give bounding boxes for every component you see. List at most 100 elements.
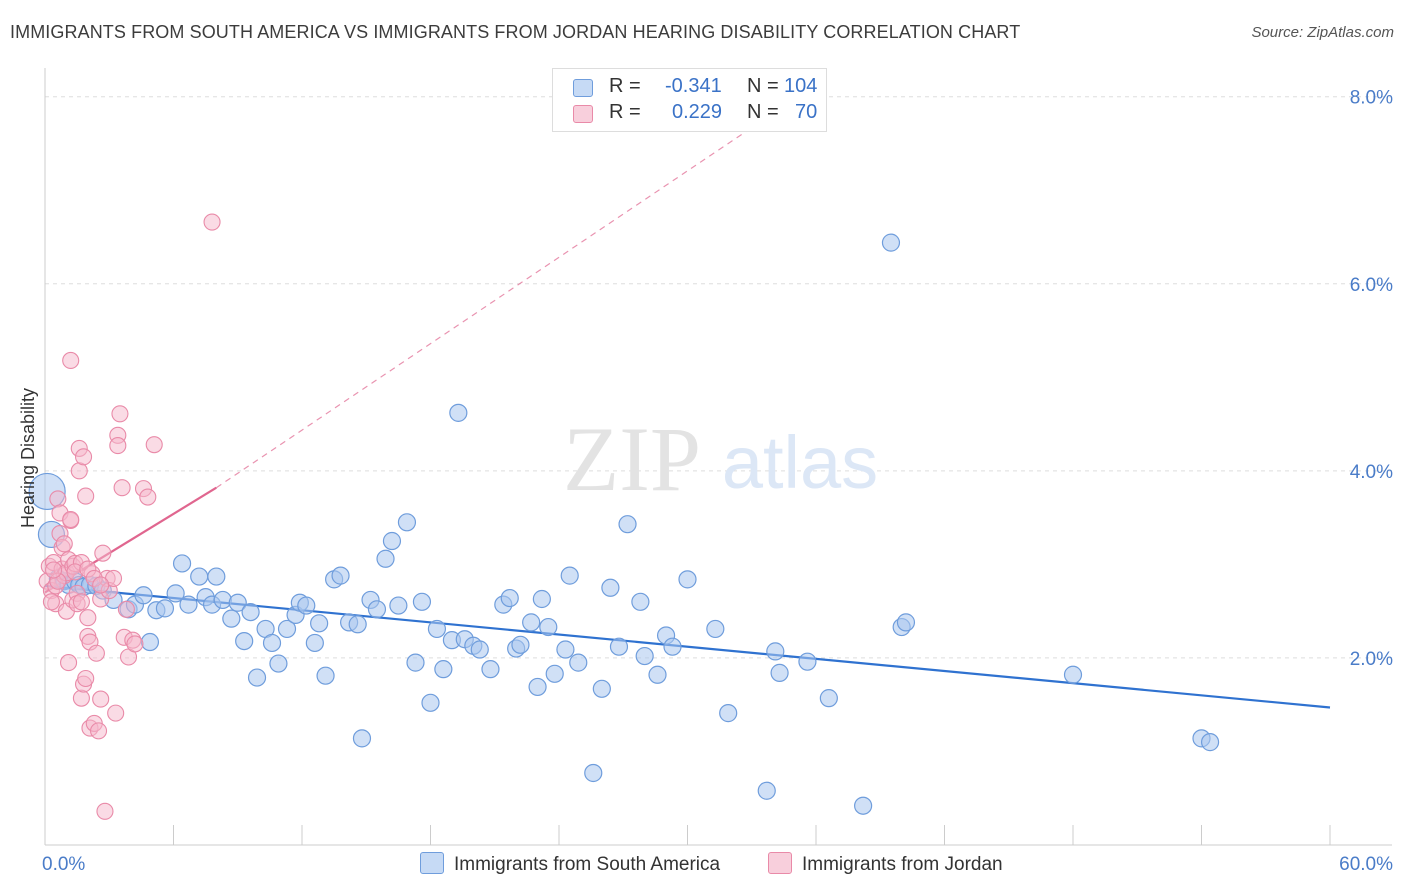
point-south-america — [470, 640, 489, 659]
point-jordan — [139, 488, 157, 506]
point-south-america — [766, 642, 785, 661]
point-south-america — [190, 567, 209, 586]
point-south-america — [449, 403, 468, 422]
point-jordan — [117, 600, 135, 618]
legend-r-value: -0.341 — [665, 75, 722, 97]
point-south-america — [421, 693, 440, 712]
point-south-america — [757, 781, 776, 800]
point-south-america — [389, 596, 408, 615]
point-jordan — [55, 535, 73, 553]
point-south-america — [631, 592, 650, 611]
series-south-america — [28, 233, 1220, 815]
legend-r-label: R = — [609, 101, 641, 123]
point-jordan — [62, 351, 80, 370]
point-south-america — [228, 593, 247, 612]
y-tick-label: 4.0% — [1350, 462, 1393, 483]
legend-swatch-south-america — [573, 79, 593, 97]
point-south-america — [134, 586, 153, 605]
point-south-america — [569, 653, 588, 672]
point-south-america — [179, 595, 198, 614]
legend-r-label: R = — [609, 75, 641, 97]
point-jordan — [72, 593, 90, 611]
point-south-america — [618, 515, 637, 534]
point-jordan — [62, 510, 80, 529]
point-south-america — [207, 567, 226, 586]
series-jordan — [38, 213, 221, 820]
point-south-america — [719, 704, 738, 723]
point-south-america — [316, 666, 335, 685]
point-south-america — [798, 652, 817, 671]
point-jordan — [107, 704, 125, 722]
point-south-america — [241, 602, 260, 622]
point-south-america — [172, 554, 192, 573]
point-south-america — [297, 596, 316, 615]
tick-labels: 2.0% 4.0% 6.0% 8.0% 0.0% 60.0% — [42, 88, 1393, 875]
point-jordan — [42, 593, 60, 611]
point-south-america — [310, 614, 329, 633]
point-south-america — [1063, 665, 1083, 684]
point-south-america — [896, 613, 916, 632]
watermark: ZIP atlas — [563, 408, 878, 510]
y-tick-label: 6.0% — [1350, 275, 1393, 296]
trend-line-jordan-dashed — [215, 105, 785, 489]
point-south-america — [222, 609, 241, 628]
point-south-america — [269, 654, 288, 673]
point-jordan — [89, 722, 108, 740]
y-tick-label: 2.0% — [1350, 649, 1393, 670]
point-south-america — [500, 588, 519, 608]
point-south-america — [481, 660, 500, 679]
point-south-america — [247, 668, 267, 687]
point-south-america — [213, 590, 232, 610]
point-south-america — [560, 566, 579, 585]
point-jordan — [45, 561, 63, 579]
point-jordan — [87, 644, 105, 662]
point-jordan — [111, 405, 129, 423]
point-south-america — [140, 632, 160, 652]
point-south-america — [262, 633, 282, 653]
watermark-atlas: atlas — [722, 421, 878, 504]
legend-n-label: N = — [747, 101, 779, 123]
legend-n-value: 70 — [795, 101, 818, 123]
point-south-america — [305, 633, 324, 653]
point-south-america — [331, 566, 350, 585]
point-south-america — [528, 677, 547, 697]
point-south-america — [706, 619, 725, 639]
point-south-america — [854, 796, 873, 815]
point-jordan — [77, 487, 95, 505]
legend-label-jordan: Immigrants from Jordan — [802, 854, 1003, 875]
point-south-america — [819, 689, 838, 708]
point-south-america — [155, 599, 175, 618]
stats-legend: R = -0.341 N = 104 R = 0.229 N = 70 — [552, 68, 827, 132]
point-jordan — [79, 609, 97, 627]
legend-label-south-america: Immigrants from South America — [454, 854, 721, 875]
legend-n-value: 104 — [784, 75, 818, 97]
point-south-america — [663, 637, 682, 656]
point-south-america — [539, 617, 558, 637]
point-jordan — [113, 479, 131, 497]
point-jordan — [126, 635, 144, 653]
chart-title: IMMIGRANTS FROM SOUTH AMERICA VS IMMIGRA… — [10, 22, 1021, 42]
point-jordan — [145, 436, 163, 454]
legend-swatch-south-america — [420, 852, 444, 874]
point-south-america — [382, 531, 402, 551]
point-south-america — [427, 619, 447, 639]
y-axis-label: Hearing Disability — [18, 388, 38, 528]
legend-item-jordan: Immigrants from Jordan — [768, 852, 1003, 876]
point-south-america — [648, 665, 667, 684]
point-south-america — [545, 664, 564, 683]
point-south-america — [412, 592, 432, 611]
point-south-america — [770, 663, 789, 682]
point-jordan — [75, 448, 93, 466]
point-south-america — [592, 679, 611, 698]
legend-item-south-america: Immigrants from South America — [420, 852, 720, 876]
point-south-america — [635, 646, 654, 666]
point-south-america — [532, 589, 551, 609]
point-south-america — [556, 640, 575, 659]
point-jordan — [94, 544, 112, 562]
point-south-america — [277, 619, 297, 639]
point-jordan — [92, 576, 110, 594]
point-jordan — [77, 669, 95, 688]
point-south-america — [584, 763, 603, 783]
legend-r-value: 0.229 — [672, 101, 723, 123]
